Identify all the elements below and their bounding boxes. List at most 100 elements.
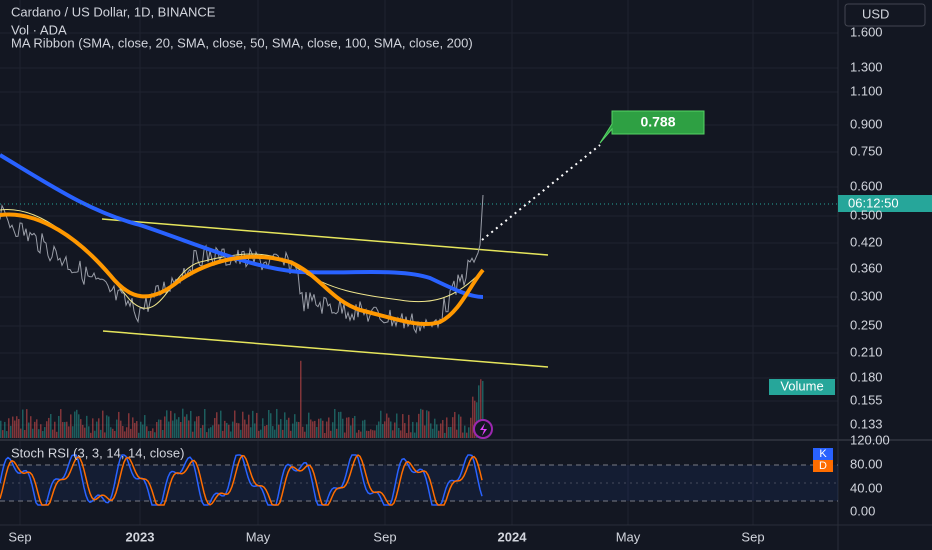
volume-bar (304, 431, 306, 438)
volume-bar (178, 417, 180, 438)
volume-bar (308, 412, 310, 438)
volume-bar (182, 408, 184, 438)
volume-bar (472, 396, 474, 438)
price-tick: 0.420 (850, 234, 883, 249)
volume-bar (336, 428, 338, 438)
volume-bar (38, 429, 40, 438)
volume-bar (278, 424, 280, 438)
volume-bar (466, 432, 468, 438)
volume-bar (212, 425, 214, 438)
ribbon-legend: MA Ribbon (SMA, close, 20, SMA, close, 5… (11, 35, 473, 50)
volume-bar (208, 428, 210, 438)
volume-bar (42, 431, 44, 438)
volume-bar (302, 426, 304, 438)
volume-bar (146, 426, 148, 438)
volume-bar (374, 430, 376, 438)
volume-bar (28, 422, 30, 438)
target-box (599, 110, 705, 144)
volume-bar (274, 429, 276, 438)
volume-bar (222, 430, 224, 438)
volume-bar (248, 414, 250, 438)
volume-bar (476, 402, 478, 438)
volume-bar (188, 420, 190, 438)
countdown-box (838, 195, 932, 212)
volume-bar (430, 423, 432, 438)
volume-bar (290, 430, 292, 438)
volume-bar (170, 410, 172, 438)
stoch-k (0, 454, 483, 506)
volume-bar (310, 419, 312, 438)
volume-bar (322, 420, 324, 438)
volume-bar (48, 417, 50, 438)
volume-bar (462, 432, 464, 438)
volume-bar (78, 414, 80, 438)
volume-bar (52, 429, 54, 438)
volume-bar (138, 432, 140, 438)
volume-bar (244, 419, 246, 438)
volume-bar (412, 421, 414, 438)
price-tick: 0.155 (850, 392, 883, 407)
price-tick: 0.250 (850, 317, 883, 332)
volume-bar (130, 428, 132, 438)
volume-bar (370, 429, 372, 438)
currency-button[interactable] (844, 3, 926, 27)
volume-bar (68, 426, 70, 438)
volume-bar (404, 423, 406, 438)
volume-bar (30, 416, 32, 438)
volume-bar (122, 426, 124, 438)
volume-bar (400, 430, 402, 438)
volume-bar (232, 421, 234, 438)
volume-bar (456, 429, 458, 438)
volume-bar (480, 379, 482, 438)
volume-bar (80, 419, 82, 438)
volume-bar (126, 427, 128, 438)
volume-bar (392, 430, 394, 438)
time-tick: Sep (8, 529, 31, 544)
volume-bar (444, 432, 446, 438)
volume-bar (346, 417, 348, 438)
event-bolt (480, 423, 487, 436)
volume-bar (382, 424, 384, 438)
volume-bar (334, 408, 336, 438)
k-label: K (819, 448, 827, 460)
volume-bar (226, 422, 228, 438)
volume-bar (264, 426, 266, 438)
d-label: D (819, 460, 827, 472)
volume-label: Volume (780, 378, 823, 393)
volume-bar (50, 414, 52, 438)
volume-bar (384, 421, 386, 438)
volume-bar (220, 410, 222, 438)
volume-bar (330, 430, 332, 438)
volume-bar (108, 416, 110, 438)
volume-bar (474, 400, 476, 438)
volume-bar (12, 416, 14, 438)
volume-bar (238, 423, 240, 438)
volume-bar (372, 430, 374, 438)
volume-bar (152, 428, 154, 438)
volume-bar (124, 431, 126, 438)
countdown: 06:12:50 (848, 195, 899, 210)
volume-bar (348, 417, 350, 438)
volume-bar (256, 412, 258, 438)
volume-bar (314, 420, 316, 438)
volume-bar (162, 429, 164, 438)
volume-bar (202, 425, 204, 438)
volume-bar (72, 426, 74, 438)
time-tick: Sep (741, 529, 764, 544)
volume-bar (102, 410, 104, 438)
stoch-tick: 0.00 (850, 503, 875, 518)
volume-bar (390, 421, 392, 438)
price-tick: 1.600 (850, 24, 883, 39)
volume-bar (364, 419, 366, 438)
time-tick: Sep (373, 529, 396, 544)
currency[interactable]: USD (862, 6, 889, 21)
volume-bar (324, 432, 326, 438)
volume-bar (88, 426, 90, 438)
volume-bar (460, 416, 462, 438)
volume-bar (354, 415, 356, 438)
volume-bar (318, 418, 320, 438)
volume-bar (92, 418, 94, 438)
time-tick: May (616, 529, 641, 544)
volume-bar (300, 360, 302, 438)
